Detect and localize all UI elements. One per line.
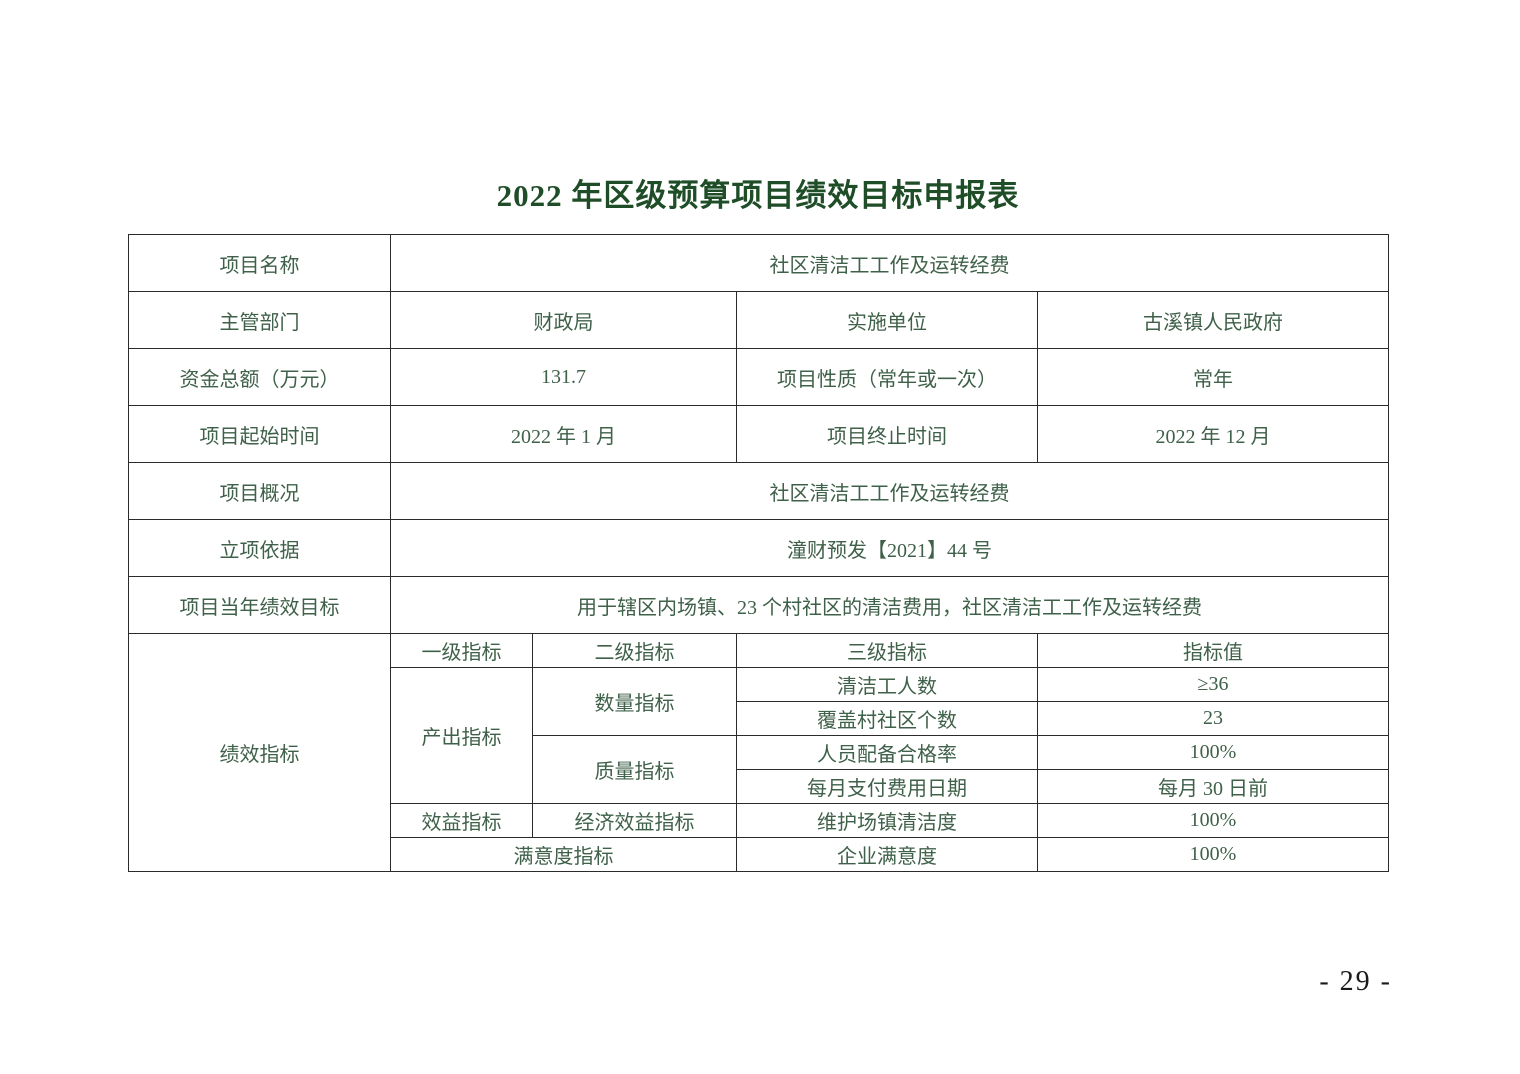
indicator-name: 覆盖村社区个数 bbox=[736, 701, 1038, 736]
page-number: - 29 - bbox=[1319, 966, 1392, 997]
group-benefit: 效益指标 bbox=[390, 803, 533, 838]
indicator-value: 每月 30 日前 bbox=[1037, 769, 1389, 804]
page-title: 2022 年区级预算项目绩效目标申报表 bbox=[496, 178, 1020, 213]
table-row: 项目概况 社区清洁工工作及运转经费 bbox=[128, 462, 1389, 520]
indicator-value: 100% bbox=[1037, 803, 1389, 838]
annual-goal-value: 用于辖区内场镇、23 个村社区的清洁费用，社区清洁工工作及运转经费 bbox=[390, 576, 1389, 634]
project-overview-value: 社区清洁工工作及运转经费 bbox=[390, 462, 1389, 520]
table-row: 主管部门 财政局 实施单位 古溪镇人民政府 bbox=[128, 291, 1389, 349]
project-overview-label: 项目概况 bbox=[128, 462, 391, 520]
indicator-row: 质量指标 人员配备合格率 100% bbox=[129, 735, 1389, 804]
header-level2: 二级指标 bbox=[532, 633, 737, 668]
indicator-name: 人员配备合格率 bbox=[736, 735, 1038, 770]
start-time-value: 2022 年 1 月 bbox=[390, 405, 737, 463]
group-quality: 质量指标 bbox=[532, 735, 737, 804]
project-name-label: 项目名称 bbox=[128, 234, 391, 292]
project-nature-label: 项目性质（常年或一次） bbox=[736, 348, 1038, 406]
table-row: 资金总额（万元） 131.7 项目性质（常年或一次） 常年 bbox=[128, 348, 1389, 406]
total-funds-label: 资金总额（万元） bbox=[128, 348, 391, 406]
indicator-row: 每月支付费用日期 每月 30 日前 bbox=[129, 769, 1389, 804]
indicator-name: 每月支付费用日期 bbox=[736, 769, 1038, 804]
indicator-header-row: 绩效指标 一级指标 二级指标 三级指标 指标值 bbox=[128, 633, 1389, 872]
indicator-row: 效益指标 经济效益指标 维护场镇清洁度 100% bbox=[129, 803, 1389, 838]
annual-goal-label: 项目当年绩效目标 bbox=[128, 576, 391, 634]
approval-basis-value: 潼财预发【2021】44 号 bbox=[390, 519, 1389, 577]
header-level3: 三级指标 bbox=[736, 633, 1038, 668]
indicator-value: 23 bbox=[1037, 701, 1389, 736]
project-nature-value: 常年 bbox=[1037, 348, 1389, 406]
indicator-value: ≥36 bbox=[1037, 667, 1389, 702]
table-row: 立项依据 潼财预发【2021】44 号 bbox=[128, 519, 1389, 577]
total-funds-value: 131.7 bbox=[390, 348, 737, 406]
header-level1: 一级指标 bbox=[390, 633, 533, 668]
indicators-section-label: 绩效指标 bbox=[128, 633, 391, 872]
end-time-label: 项目终止时间 bbox=[736, 405, 1038, 463]
supervising-department-value: 财政局 bbox=[390, 291, 737, 349]
group-quantity: 数量指标 bbox=[532, 667, 737, 736]
table-row: 项目起始时间 2022 年 1 月 项目终止时间 2022 年 12 月 bbox=[128, 405, 1389, 463]
indicator-row: 覆盖村社区个数 23 bbox=[129, 701, 1389, 736]
end-time-value: 2022 年 12 月 bbox=[1037, 405, 1389, 463]
implementing-unit-value: 古溪镇人民政府 bbox=[1037, 291, 1389, 349]
supervising-department-label: 主管部门 bbox=[128, 291, 391, 349]
header-value: 指标值 bbox=[1037, 633, 1389, 668]
indicator-name: 清洁工人数 bbox=[736, 667, 1038, 702]
approval-basis-label: 立项依据 bbox=[128, 519, 391, 577]
table-row: 项目当年绩效目标 用于辖区内场镇、23 个村社区的清洁费用，社区清洁工工作及运转… bbox=[128, 576, 1389, 634]
indicator-name: 维护场镇清洁度 bbox=[736, 803, 1038, 838]
implementing-unit-label: 实施单位 bbox=[736, 291, 1038, 349]
indicator-name: 企业满意度 bbox=[736, 837, 1038, 872]
group-economic-benefit: 经济效益指标 bbox=[532, 803, 737, 838]
indicator-row: 产出指标 数量指标 清洁工人数 ≥36 bbox=[129, 667, 1389, 804]
group-output: 产出指标 bbox=[390, 667, 533, 804]
start-time-label: 项目起始时间 bbox=[128, 405, 391, 463]
indicator-row: 满意度指标 企业满意度 100% bbox=[129, 837, 1389, 872]
group-satisfaction: 满意度指标 bbox=[390, 837, 737, 872]
indicator-value: 100% bbox=[1037, 735, 1389, 770]
table-row: 项目名称 社区清洁工工作及运转经费 bbox=[128, 234, 1389, 292]
indicator-value: 100% bbox=[1037, 837, 1389, 872]
project-name-value: 社区清洁工工作及运转经费 bbox=[390, 234, 1389, 292]
performance-declaration-table: 项目名称 社区清洁工工作及运转经费 主管部门 财政局 实施单位 古溪镇人民政府 … bbox=[128, 234, 1389, 872]
